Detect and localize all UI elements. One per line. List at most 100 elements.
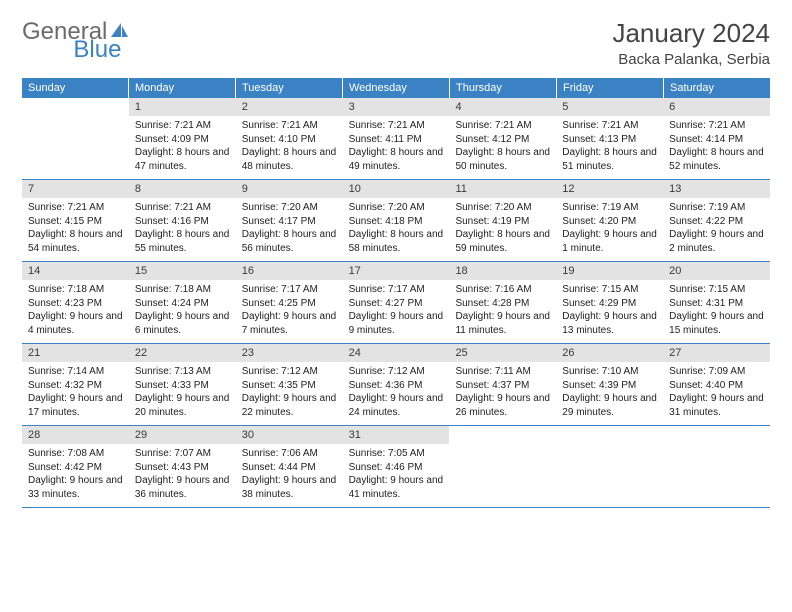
day-cell: 7Sunrise: 7:21 AMSunset: 4:15 PMDaylight… <box>22 180 129 262</box>
calendar: SundayMondayTuesdayWednesdayThursdayFrid… <box>22 78 770 508</box>
sunrise-line: Sunrise: 7:19 AM <box>669 201 764 215</box>
day-number: 16 <box>236 262 343 280</box>
day-number: 6 <box>663 98 770 116</box>
day-body: Sunrise: 7:20 AMSunset: 4:17 PMDaylight:… <box>236 198 343 261</box>
day-cell: 4Sunrise: 7:21 AMSunset: 4:12 PMDaylight… <box>449 98 556 180</box>
daylight-line: Daylight: 9 hours and 41 minutes. <box>349 474 444 501</box>
day-body: Sunrise: 7:21 AMSunset: 4:10 PMDaylight:… <box>236 116 343 179</box>
sunset-line: Sunset: 4:37 PM <box>455 379 550 393</box>
sunset-line: Sunset: 4:43 PM <box>135 461 230 475</box>
day-cell: 30Sunrise: 7:06 AMSunset: 4:44 PMDayligh… <box>236 426 343 508</box>
sunrise-line: Sunrise: 7:18 AM <box>135 283 230 297</box>
day-number: 11 <box>449 180 556 198</box>
sunrise-line: Sunrise: 7:18 AM <box>28 283 123 297</box>
dow-cell: Saturday <box>664 78 770 98</box>
sunrise-line: Sunrise: 7:21 AM <box>242 119 337 133</box>
sunrise-line: Sunrise: 7:19 AM <box>562 201 657 215</box>
day-cell: 13Sunrise: 7:19 AMSunset: 4:22 PMDayligh… <box>663 180 770 262</box>
day-cell: 9Sunrise: 7:20 AMSunset: 4:17 PMDaylight… <box>236 180 343 262</box>
sunrise-line: Sunrise: 7:17 AM <box>242 283 337 297</box>
week-row: 1Sunrise: 7:21 AMSunset: 4:09 PMDaylight… <box>22 98 770 180</box>
daylight-line: Daylight: 9 hours and 7 minutes. <box>242 310 337 337</box>
dow-cell: Friday <box>557 78 664 98</box>
daylight-line: Daylight: 9 hours and 26 minutes. <box>455 392 550 419</box>
sunset-line: Sunset: 4:42 PM <box>28 461 123 475</box>
day-number: 2 <box>236 98 343 116</box>
sunrise-line: Sunrise: 7:21 AM <box>349 119 444 133</box>
daylight-line: Daylight: 8 hours and 48 minutes. <box>242 146 337 173</box>
daylight-line: Daylight: 9 hours and 4 minutes. <box>28 310 123 337</box>
sunset-line: Sunset: 4:46 PM <box>349 461 444 475</box>
sunset-line: Sunset: 4:18 PM <box>349 215 444 229</box>
location: Backa Palanka, Serbia <box>612 51 770 68</box>
sunrise-line: Sunrise: 7:12 AM <box>242 365 337 379</box>
sunset-line: Sunset: 4:29 PM <box>562 297 657 311</box>
day-body: Sunrise: 7:10 AMSunset: 4:39 PMDaylight:… <box>556 362 663 425</box>
day-cell: 29Sunrise: 7:07 AMSunset: 4:43 PMDayligh… <box>129 426 236 508</box>
day-number: 18 <box>449 262 556 280</box>
sunrise-line: Sunrise: 7:05 AM <box>349 447 444 461</box>
day-number: 14 <box>22 262 129 280</box>
sunrise-line: Sunrise: 7:21 AM <box>455 119 550 133</box>
title-block: January 2024 Backa Palanka, Serbia <box>612 18 770 68</box>
sunrise-line: Sunrise: 7:10 AM <box>562 365 657 379</box>
sunrise-line: Sunrise: 7:21 AM <box>562 119 657 133</box>
sunset-line: Sunset: 4:27 PM <box>349 297 444 311</box>
logo-text-blue: Blue <box>73 36 121 64</box>
daylight-line: Daylight: 9 hours and 1 minute. <box>562 228 657 255</box>
daylight-line: Daylight: 9 hours and 13 minutes. <box>562 310 657 337</box>
day-body: Sunrise: 7:21 AMSunset: 4:16 PMDaylight:… <box>129 198 236 261</box>
day-number: 17 <box>343 262 450 280</box>
daylight-line: Daylight: 9 hours and 33 minutes. <box>28 474 123 501</box>
day-number: 13 <box>663 180 770 198</box>
daylight-line: Daylight: 8 hours and 47 minutes. <box>135 146 230 173</box>
sunset-line: Sunset: 4:36 PM <box>349 379 444 393</box>
dow-cell: Sunday <box>22 78 129 98</box>
sunrise-line: Sunrise: 7:20 AM <box>349 201 444 215</box>
day-body: Sunrise: 7:21 AMSunset: 4:15 PMDaylight:… <box>22 198 129 261</box>
logo: General Blue <box>22 18 177 46</box>
day-cell: 27Sunrise: 7:09 AMSunset: 4:40 PMDayligh… <box>663 344 770 426</box>
sunset-line: Sunset: 4:20 PM <box>562 215 657 229</box>
day-body: Sunrise: 7:21 AMSunset: 4:13 PMDaylight:… <box>556 116 663 179</box>
week-row: 14Sunrise: 7:18 AMSunset: 4:23 PMDayligh… <box>22 262 770 344</box>
dow-cell: Monday <box>129 78 236 98</box>
day-cell <box>663 426 770 508</box>
day-number: 20 <box>663 262 770 280</box>
sunset-line: Sunset: 4:14 PM <box>669 133 764 147</box>
dow-cell: Thursday <box>450 78 557 98</box>
day-cell <box>449 426 556 508</box>
day-number: 5 <box>556 98 663 116</box>
sunrise-line: Sunrise: 7:15 AM <box>562 283 657 297</box>
daylight-line: Daylight: 8 hours and 51 minutes. <box>562 146 657 173</box>
day-body: Sunrise: 7:08 AMSunset: 4:42 PMDaylight:… <box>22 444 129 507</box>
sunrise-line: Sunrise: 7:21 AM <box>28 201 123 215</box>
day-cell <box>556 426 663 508</box>
daylight-line: Daylight: 9 hours and 17 minutes. <box>28 392 123 419</box>
day-cell: 15Sunrise: 7:18 AMSunset: 4:24 PMDayligh… <box>129 262 236 344</box>
day-cell: 23Sunrise: 7:12 AMSunset: 4:35 PMDayligh… <box>236 344 343 426</box>
day-cell: 16Sunrise: 7:17 AMSunset: 4:25 PMDayligh… <box>236 262 343 344</box>
daylight-line: Daylight: 8 hours and 50 minutes. <box>455 146 550 173</box>
sunrise-line: Sunrise: 7:16 AM <box>455 283 550 297</box>
day-body: Sunrise: 7:11 AMSunset: 4:37 PMDaylight:… <box>449 362 556 425</box>
sunset-line: Sunset: 4:19 PM <box>455 215 550 229</box>
day-cell: 26Sunrise: 7:10 AMSunset: 4:39 PMDayligh… <box>556 344 663 426</box>
day-cell: 6Sunrise: 7:21 AMSunset: 4:14 PMDaylight… <box>663 98 770 180</box>
day-number: 29 <box>129 426 236 444</box>
daylight-line: Daylight: 9 hours and 22 minutes. <box>242 392 337 419</box>
day-number: 24 <box>343 344 450 362</box>
sunrise-line: Sunrise: 7:12 AM <box>349 365 444 379</box>
day-body: Sunrise: 7:20 AMSunset: 4:18 PMDaylight:… <box>343 198 450 261</box>
day-body: Sunrise: 7:12 AMSunset: 4:36 PMDaylight:… <box>343 362 450 425</box>
day-body: Sunrise: 7:13 AMSunset: 4:33 PMDaylight:… <box>129 362 236 425</box>
day-body: Sunrise: 7:21 AMSunset: 4:12 PMDaylight:… <box>449 116 556 179</box>
sunset-line: Sunset: 4:10 PM <box>242 133 337 147</box>
dow-cell: Wednesday <box>343 78 450 98</box>
daylight-line: Daylight: 9 hours and 29 minutes. <box>562 392 657 419</box>
sunrise-line: Sunrise: 7:08 AM <box>28 447 123 461</box>
sunset-line: Sunset: 4:31 PM <box>669 297 764 311</box>
day-cell <box>22 98 129 180</box>
day-cell: 8Sunrise: 7:21 AMSunset: 4:16 PMDaylight… <box>129 180 236 262</box>
sunrise-line: Sunrise: 7:20 AM <box>242 201 337 215</box>
